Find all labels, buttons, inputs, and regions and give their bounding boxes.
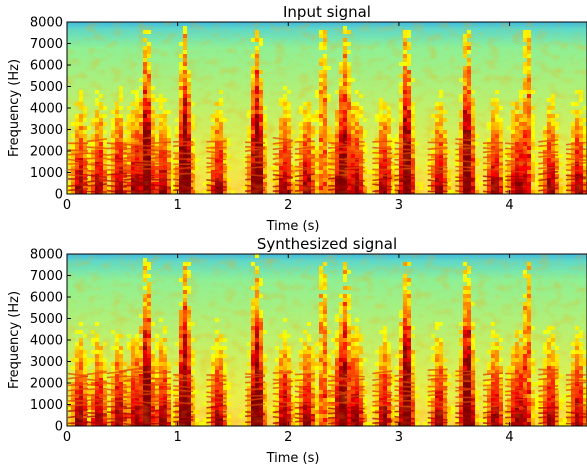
x-tick-label: 2 bbox=[284, 198, 292, 213]
y-axis-label: Frequency (Hz) bbox=[7, 59, 22, 157]
x-tick-label: 4 bbox=[505, 198, 513, 213]
x-axis-label: Time (s) bbox=[266, 219, 320, 234]
y-tick-label: 3000 bbox=[30, 123, 63, 138]
y-tick-label: 5000 bbox=[30, 80, 63, 95]
y-tick-label: 4000 bbox=[30, 102, 63, 117]
x-tick-label: 1 bbox=[173, 198, 181, 213]
y-tick-label: 6000 bbox=[30, 59, 63, 74]
spectrogram-panel: Input signal 0 1 2 3 4 0 1000 2000 3000 4000 5000 60… bbox=[7, 3, 587, 234]
texture-overlay bbox=[67, 22, 587, 194]
y-tick-label: 1000 bbox=[30, 166, 63, 181]
chart-title: Input signal bbox=[283, 3, 371, 21]
x-tick-label: 3 bbox=[395, 198, 403, 213]
y-tick-label: 2000 bbox=[30, 145, 63, 160]
y-tick-label: 8000 bbox=[30, 16, 63, 31]
spectrogram-cells bbox=[67, 254, 587, 426]
y-tick-label: 7000 bbox=[30, 37, 63, 52]
x-tick-label: 0 bbox=[63, 198, 71, 213]
spectrogram-cells bbox=[67, 22, 587, 194]
y-tick-label: 0 bbox=[55, 188, 63, 203]
